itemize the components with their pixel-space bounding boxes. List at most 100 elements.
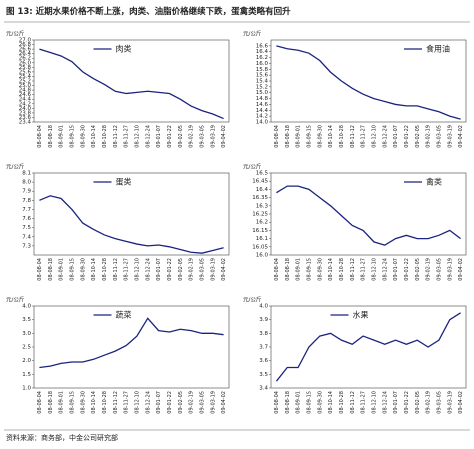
y-tick-label: 24.2 — [19, 101, 31, 107]
x-tick-label: 08-10-14 — [328, 258, 334, 281]
plot-frame — [270, 305, 467, 389]
y-axis-unit: 元/公斤 — [243, 30, 262, 38]
y-axis-unit: 元/公斤 — [243, 163, 262, 171]
x-tick-label: 09-03-05 — [199, 125, 205, 148]
x-tick-label: 08-09-30 — [317, 125, 323, 148]
x-tick-label: 09-01-22 — [404, 391, 410, 414]
x-tick-label: 08-11-12 — [113, 391, 119, 414]
x-tick-label: 08-11-12 — [350, 258, 356, 281]
y-tick-label: 1.0 — [22, 386, 31, 392]
x-tick-label: 09-02-05 — [178, 258, 184, 281]
y-tick-label: 7.5 — [22, 225, 31, 231]
x-tick-label: 09-03-05 — [199, 391, 205, 414]
x-tick-label: 09-04-02 — [221, 125, 227, 148]
y-tick-label: 16.35 — [252, 195, 268, 201]
x-tick-label: 08-12-10 — [134, 391, 140, 414]
x-tick-label: 09-01-22 — [167, 391, 173, 414]
y-tick-label: 26.6 — [19, 47, 32, 53]
x-tick-label: 09-04-02 — [458, 391, 464, 414]
x-tick-label: 08-12-10 — [371, 391, 377, 414]
y-tick-label: 25.6 — [19, 69, 32, 75]
x-tick-label: 09-04-02 — [221, 391, 227, 414]
x-tick-label: 09-03-19 — [447, 258, 453, 281]
y-tick-label: 14.0 — [256, 120, 269, 126]
x-tick-label: 08-08-04 — [274, 391, 280, 414]
x-tick-label: 08-10-28 — [339, 258, 345, 281]
y-tick-label: 26.8 — [19, 42, 32, 48]
source: 资料来源：商务部，中金公司研究部 — [6, 433, 118, 442]
line — [276, 185, 461, 246]
figure-title: 图 13: 近期水果价格不断上涨，肉类、油脂价格继续下跌，蛋禽类略有回升 — [6, 6, 291, 17]
x-tick-label: 09-01-22 — [167, 258, 173, 281]
x-tick-label: 09-01-07 — [393, 125, 399, 148]
y-tick-label: 3.0 — [22, 331, 31, 337]
x-tick-label: 09-02-19 — [189, 125, 195, 148]
y-tick-label: 15.2 — [256, 84, 268, 90]
y-tick-label: 3.6 — [259, 358, 268, 364]
y-tick-label: 7.8 — [22, 198, 31, 204]
y-tick-label: 16.45 — [252, 179, 268, 185]
legend-label: 食用油 — [426, 44, 450, 54]
x-tick-label: 09-01-22 — [404, 258, 410, 281]
x-tick-label: 08-08-18 — [48, 391, 54, 414]
x-tick-label: 08-11-12 — [350, 391, 356, 414]
x-tick-label: 08-10-14 — [91, 258, 97, 281]
y-tick-label: 25.8 — [19, 65, 32, 71]
x-tick-label: 09-02-19 — [189, 391, 195, 414]
x-tick-label: 08-11-12 — [113, 125, 119, 148]
x-tick-label: 08-11-27 — [124, 391, 130, 414]
y-tick-label: 8.0 — [22, 180, 31, 186]
y-tick-label: 16.25 — [252, 212, 268, 218]
line — [39, 317, 224, 369]
y-tick-label: 7.3 — [22, 243, 31, 249]
y-tick-label: 3.9 — [259, 317, 268, 323]
x-tick-label: 09-01-22 — [404, 125, 410, 148]
y-axis-unit: 元/公斤 — [243, 296, 262, 304]
x-tick-label: 08-09-30 — [80, 391, 86, 414]
y-tick-label: 27.0 — [19, 38, 32, 44]
x-tick-label: 08-10-28 — [339, 125, 345, 148]
y-tick-label: 16.4 — [256, 187, 269, 193]
x-tick-label: 08-09-01 — [59, 391, 65, 414]
y-tick-label: 14.2 — [256, 114, 268, 120]
x-tick-label: 08-08-04 — [37, 258, 43, 281]
x-tick-label: 09-01-07 — [156, 258, 162, 281]
x-tick-label: 08-09-15 — [306, 258, 312, 281]
y-tick-label: 16.2 — [256, 220, 268, 226]
legend-label: 肉类 — [116, 44, 132, 54]
plot-frame — [33, 305, 230, 389]
y-tick-label: 23.4 — [19, 120, 32, 126]
x-tick-label: 08-12-24 — [382, 391, 388, 414]
x-tick-label: 08-09-01 — [59, 125, 65, 148]
y-tick-label: 7.6 — [22, 216, 31, 222]
x-tick-label: 08-12-24 — [382, 258, 388, 281]
legend-label: 水果 — [353, 310, 369, 320]
x-tick-label: 08-12-24 — [145, 391, 151, 414]
y-tick-label: 16.3 — [256, 203, 269, 209]
x-tick-label: 08-09-01 — [296, 125, 302, 148]
x-tick-label: 09-02-05 — [178, 125, 184, 148]
x-tick-label: 08-12-24 — [145, 125, 151, 148]
x-tick-label: 09-01-22 — [167, 125, 173, 148]
x-tick-label: 09-03-19 — [210, 258, 216, 281]
x-tick-label: 08-11-27 — [361, 258, 367, 281]
x-tick-label: 08-09-30 — [80, 258, 86, 281]
line — [39, 195, 224, 254]
y-tick-label: 25.0 — [19, 83, 32, 89]
x-tick-label: 09-02-19 — [426, 391, 432, 414]
x-tick-label: 09-03-05 — [436, 125, 442, 148]
x-tick-label: 08-12-10 — [371, 125, 377, 148]
x-tick-label: 08-09-15 — [69, 391, 75, 414]
x-tick-label: 08-08-18 — [285, 125, 291, 148]
x-tick-label: 08-12-10 — [371, 258, 377, 281]
x-tick-label: 08-10-28 — [102, 258, 108, 281]
x-tick-label: 08-12-10 — [134, 258, 140, 281]
x-tick-label: 09-02-05 — [415, 391, 421, 414]
x-tick-label: 08-09-30 — [317, 258, 323, 281]
x-tick-label: 09-01-07 — [156, 125, 162, 148]
x-tick-label: 08-12-24 — [382, 125, 388, 148]
x-tick-label: 08-10-28 — [339, 391, 345, 414]
x-tick-label: 09-01-07 — [156, 391, 162, 414]
x-tick-label: 08-09-01 — [59, 258, 65, 281]
